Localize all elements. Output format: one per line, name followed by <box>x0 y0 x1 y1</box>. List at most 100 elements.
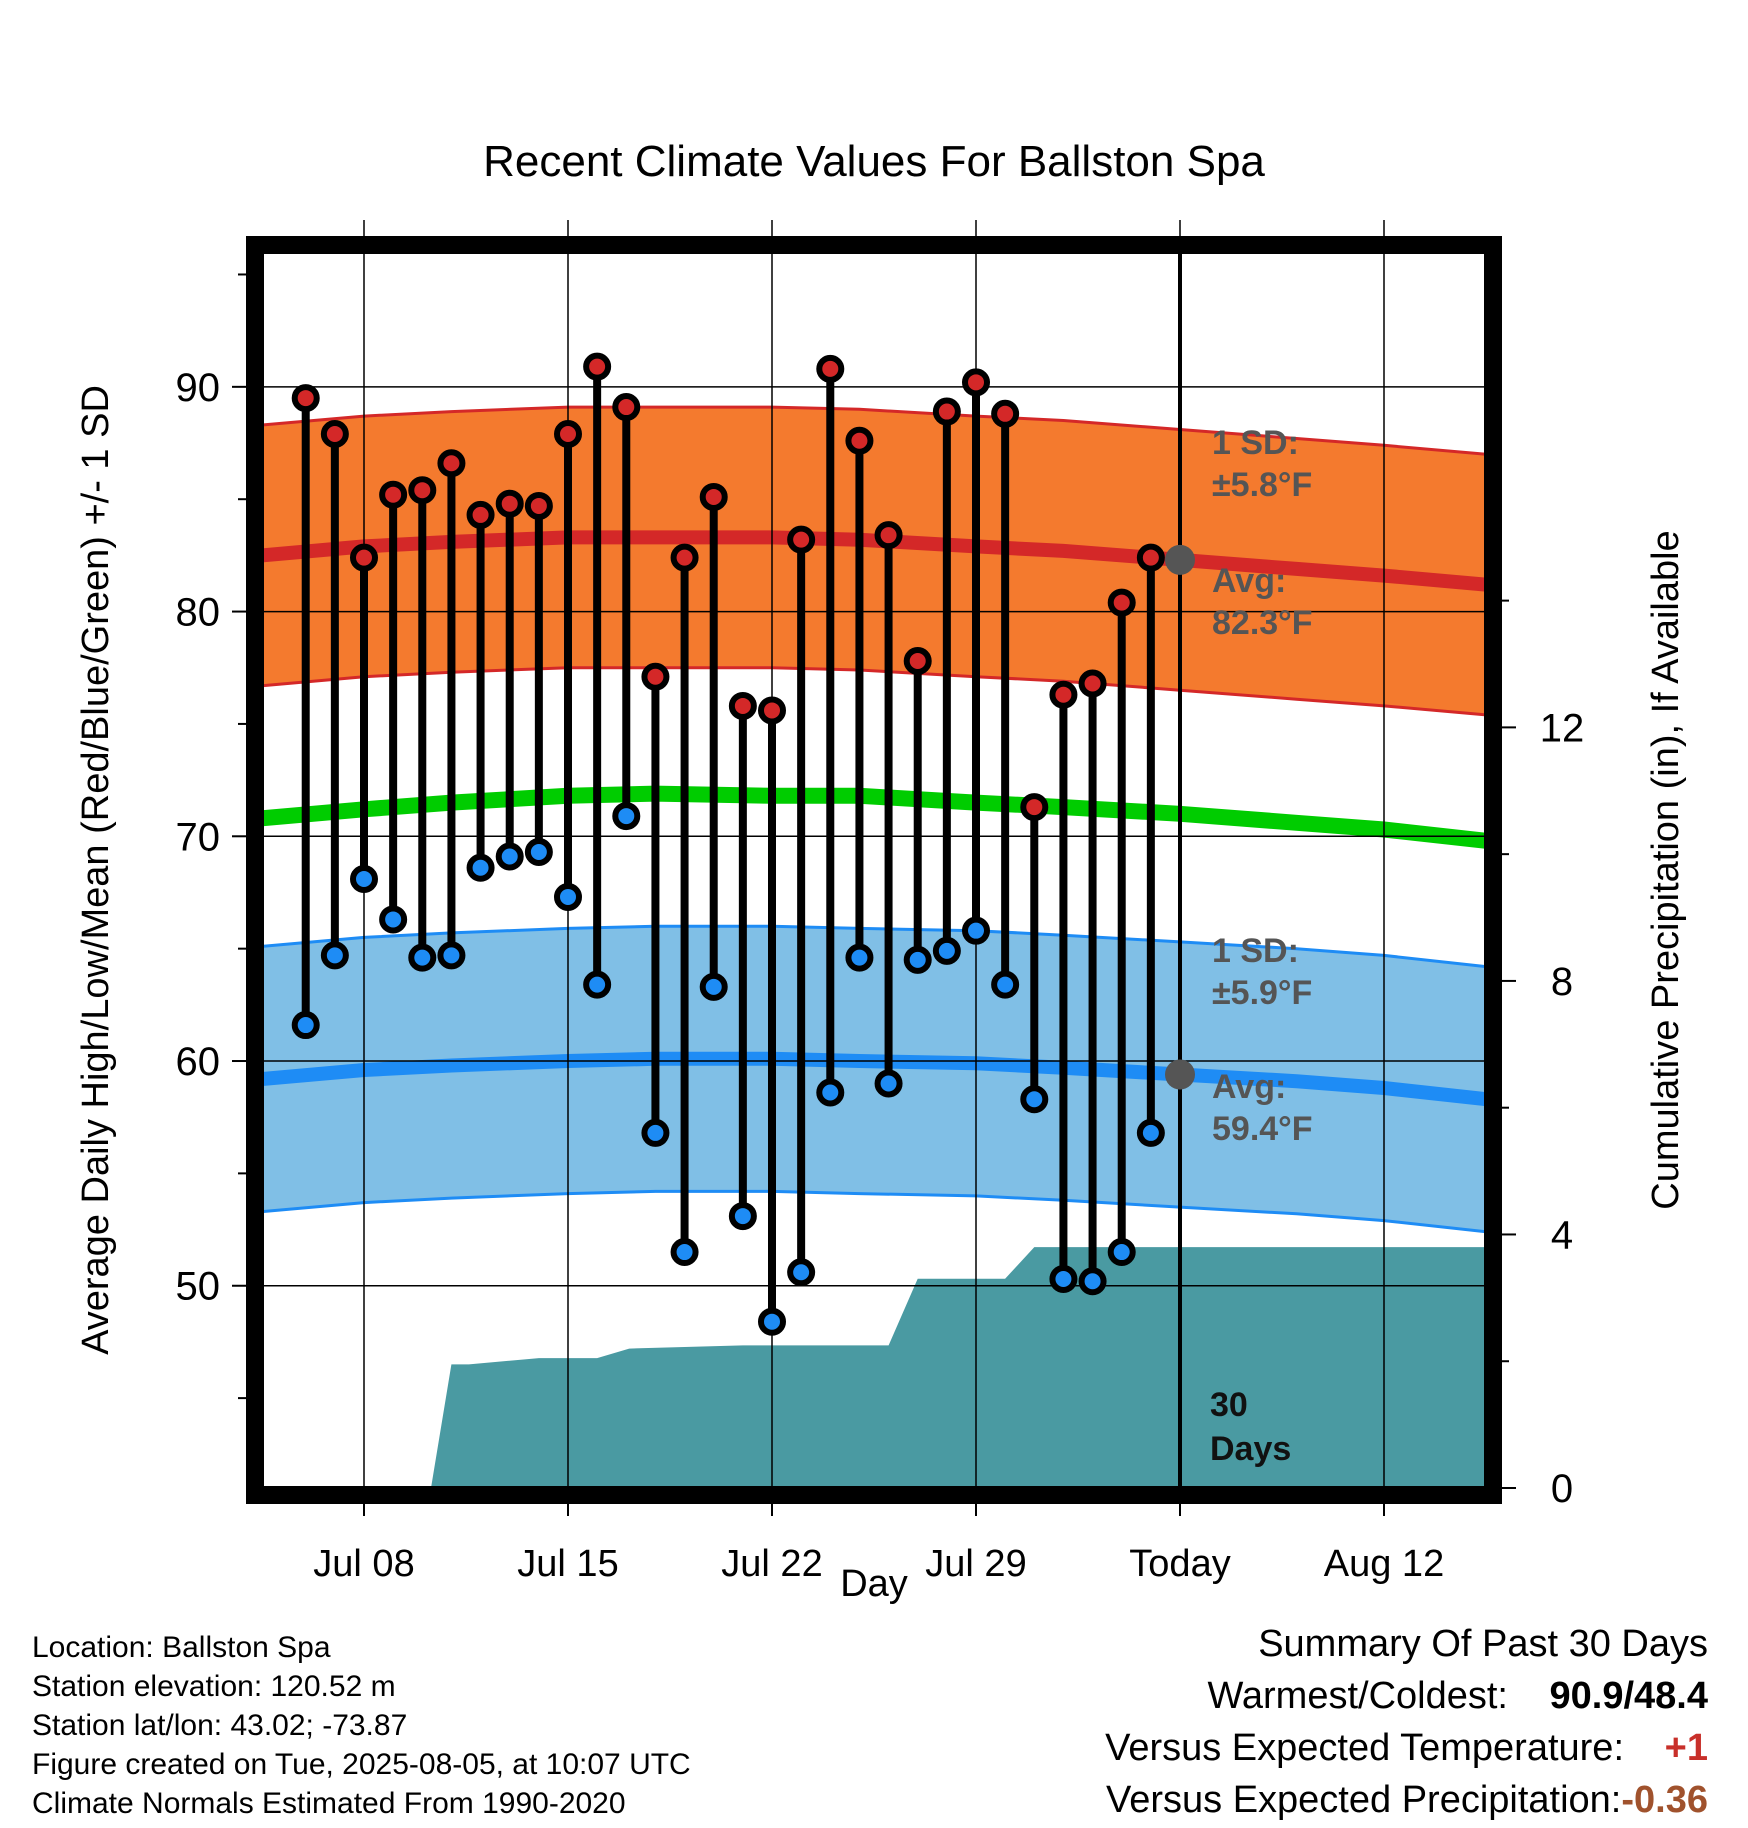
daily-high-point <box>845 426 874 455</box>
daily-low-point <box>583 970 612 999</box>
daily-low-point <box>437 941 466 970</box>
daily-high-point <box>466 500 495 529</box>
precip-label: Versus Expected Precipitation: <box>1105 1779 1622 1821</box>
daily-low-point <box>758 1307 786 1336</box>
daily-high-point <box>350 543 378 572</box>
daily-low-point <box>495 842 524 871</box>
daily-high-point <box>641 662 670 691</box>
daily-low-point <box>320 941 349 970</box>
daily-high-point <box>437 449 466 478</box>
daily-high-point <box>524 491 553 520</box>
climate-chart: Recent Climate Values For Ballston Spa 1… <box>75 137 1687 1605</box>
daily-low-point <box>379 905 408 934</box>
daily-high-point <box>1136 543 1165 572</box>
window-count: 30 <box>1210 1386 1248 1424</box>
station-info: Location: Ballston Spa Station elevation… <box>32 1628 691 1823</box>
daily-low-point <box>350 864 378 893</box>
daily-high-point <box>874 521 903 550</box>
daily-low-point <box>554 882 582 911</box>
window-unit: Days <box>1210 1430 1291 1468</box>
svg-text:Avg:59.4°F: Avg: 59.4°F <box>1212 1068 1313 1148</box>
gridlines <box>262 220 1486 1488</box>
daily-low-point <box>1020 1085 1049 1114</box>
latlon-text: Station lat/lon: 43.02; -73.87 <box>32 1709 408 1742</box>
daily-high-point <box>787 525 816 554</box>
y-tick-label: 80 <box>176 591 221 635</box>
today-normal-low-point <box>1165 1059 1195 1090</box>
daily-low-point <box>291 1011 320 1040</box>
y2-tick-label: 12 <box>1540 706 1585 750</box>
daily-low-point <box>1078 1267 1107 1296</box>
y2-axis-label: Cumulative Precipitation (in), If Availa… <box>1645 530 1687 1209</box>
daily-high-point <box>699 482 728 511</box>
low-avg-label: Avg: <box>1212 1068 1286 1106</box>
high-avg-value: 82.3°F <box>1212 604 1313 642</box>
daily-high-point <box>1107 588 1136 617</box>
daily-low-point <box>962 916 990 945</box>
summary-precip: Versus Expected Precipitation:-0.36 <box>1105 1774 1708 1826</box>
summary-warm-cold: Warmest/Coldest: 90.9/48.4 <box>1105 1670 1708 1722</box>
y2-tick-label: 4 <box>1551 1213 1573 1257</box>
low-avg-value: 59.4°F <box>1212 1110 1313 1148</box>
daily-low-point <box>787 1258 816 1287</box>
daily-high-point <box>670 543 699 572</box>
today-normal-high-point <box>1165 544 1195 575</box>
low-sd-lower-line <box>262 1189 1486 1234</box>
normals-text: Climate Normals Estimated From 1990-2020 <box>32 1787 626 1820</box>
created-text: Figure created on Tue, 2025-08-05, at 10… <box>32 1748 691 1781</box>
daily-high-point <box>379 480 408 509</box>
y-tick-label: 90 <box>176 366 221 410</box>
daily-high-point <box>728 691 757 720</box>
axes: 50 60 70 80 90 0 4 8 12 Jul 08 Jul 15 Jul 22 Jul 29 T… <box>176 236 1585 1585</box>
daily-low-point <box>991 970 1020 999</box>
temp-value: +1 <box>1664 1727 1708 1769</box>
x-axis-label: Day <box>840 1563 908 1605</box>
warm-cold-value: 90.9/48.4 <box>1549 1675 1708 1717</box>
high-sd-label: 1 SD: <box>1212 424 1299 462</box>
precip-value: -0.36 <box>1621 1779 1708 1821</box>
daily-high-point <box>612 393 641 422</box>
daily-high-point <box>903 647 932 676</box>
summary-heading: Summary Of Past 30 Days <box>1258 1623 1708 1665</box>
daily-high-point <box>758 696 786 725</box>
daily-low-point <box>874 1069 903 1098</box>
high-sd-value: ±5.8°F <box>1212 466 1312 504</box>
plot-frame <box>246 236 1502 1504</box>
daily-high-point <box>408 476 437 505</box>
y-tick-label: 70 <box>176 815 221 859</box>
svg-text:1 SD:±5.8°F: 1 SD: ±5.8°F <box>1212 424 1312 504</box>
high-sd-upper-line <box>262 405 1486 456</box>
summary-temp: Versus Expected Temperature: +1 <box>1105 1722 1708 1774</box>
daily-low-point <box>845 943 874 972</box>
daily-low-point <box>903 945 932 974</box>
daily-high-point <box>991 399 1020 428</box>
daily-low-point <box>466 853 495 882</box>
daily-high-point <box>291 384 320 413</box>
warm-cold-label: Warmest/Coldest: <box>1207 1675 1508 1717</box>
chart-title: Recent Climate Values For Ballston Spa <box>483 137 1265 186</box>
daily-low-point <box>699 972 728 1001</box>
temp-label: Versus Expected Temperature: <box>1105 1727 1624 1769</box>
daily-low-point <box>932 936 961 965</box>
location-text: Location: Ballston Spa <box>32 1631 331 1664</box>
x-tick-label: Jul 15 <box>517 1543 618 1585</box>
x-tick-label: Today <box>1129 1543 1230 1585</box>
daily-high-point <box>1078 669 1107 698</box>
daily-high-point <box>320 420 349 449</box>
x-tick-label: Jul 22 <box>721 1543 822 1585</box>
y-axis-label: Average Daily High/Low/Mean (Red/Blue/Gr… <box>75 385 117 1355</box>
daily-low-point <box>728 1202 757 1231</box>
daily-low-point <box>641 1118 670 1147</box>
daily-low-point <box>670 1238 699 1267</box>
daily-high-point <box>816 354 845 383</box>
elevation-text: Station elevation: 120.52 m <box>32 1670 396 1703</box>
high-avg-label: Avg: <box>1212 562 1286 600</box>
daily-high-point <box>962 368 990 397</box>
data-series <box>291 352 1195 1336</box>
daily-high-point <box>1049 680 1078 709</box>
low-sd-value: ±5.9°F <box>1212 974 1312 1012</box>
svg-text:1 SD:±5.9°F: 1 SD: ±5.9°F <box>1212 932 1312 1012</box>
x-tick-label: Jul 29 <box>925 1543 1026 1585</box>
daily-high-point <box>495 489 524 518</box>
daily-low-point <box>1136 1118 1165 1147</box>
